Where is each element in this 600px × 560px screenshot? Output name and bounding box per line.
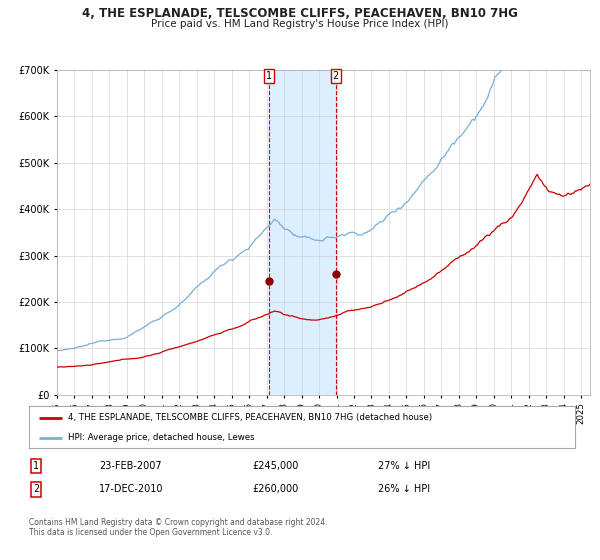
Text: Price paid vs. HM Land Registry's House Price Index (HPI): Price paid vs. HM Land Registry's House … (151, 19, 449, 29)
Text: £245,000: £245,000 (252, 461, 298, 471)
Text: 26% ↓ HPI: 26% ↓ HPI (378, 484, 430, 494)
Text: 27% ↓ HPI: 27% ↓ HPI (378, 461, 430, 471)
Text: Contains HM Land Registry data © Crown copyright and database right 2024.
This d: Contains HM Land Registry data © Crown c… (29, 518, 328, 538)
Text: 1: 1 (266, 71, 272, 81)
Text: 23-FEB-2007: 23-FEB-2007 (99, 461, 161, 471)
Text: 4, THE ESPLANADE, TELSCOMBE CLIFFS, PEACEHAVEN, BN10 7HG: 4, THE ESPLANADE, TELSCOMBE CLIFFS, PEAC… (82, 7, 518, 20)
Text: HPI: Average price, detached house, Lewes: HPI: Average price, detached house, Lewe… (68, 433, 255, 442)
Text: 2: 2 (332, 71, 339, 81)
Text: 4, THE ESPLANADE, TELSCOMBE CLIFFS, PEACEHAVEN, BN10 7HG (detached house): 4, THE ESPLANADE, TELSCOMBE CLIFFS, PEAC… (68, 413, 432, 422)
Text: £260,000: £260,000 (252, 484, 298, 494)
Text: 1: 1 (33, 461, 39, 471)
Text: 17-DEC-2010: 17-DEC-2010 (99, 484, 163, 494)
Bar (269, 70, 336, 395)
Text: 2: 2 (33, 484, 39, 494)
